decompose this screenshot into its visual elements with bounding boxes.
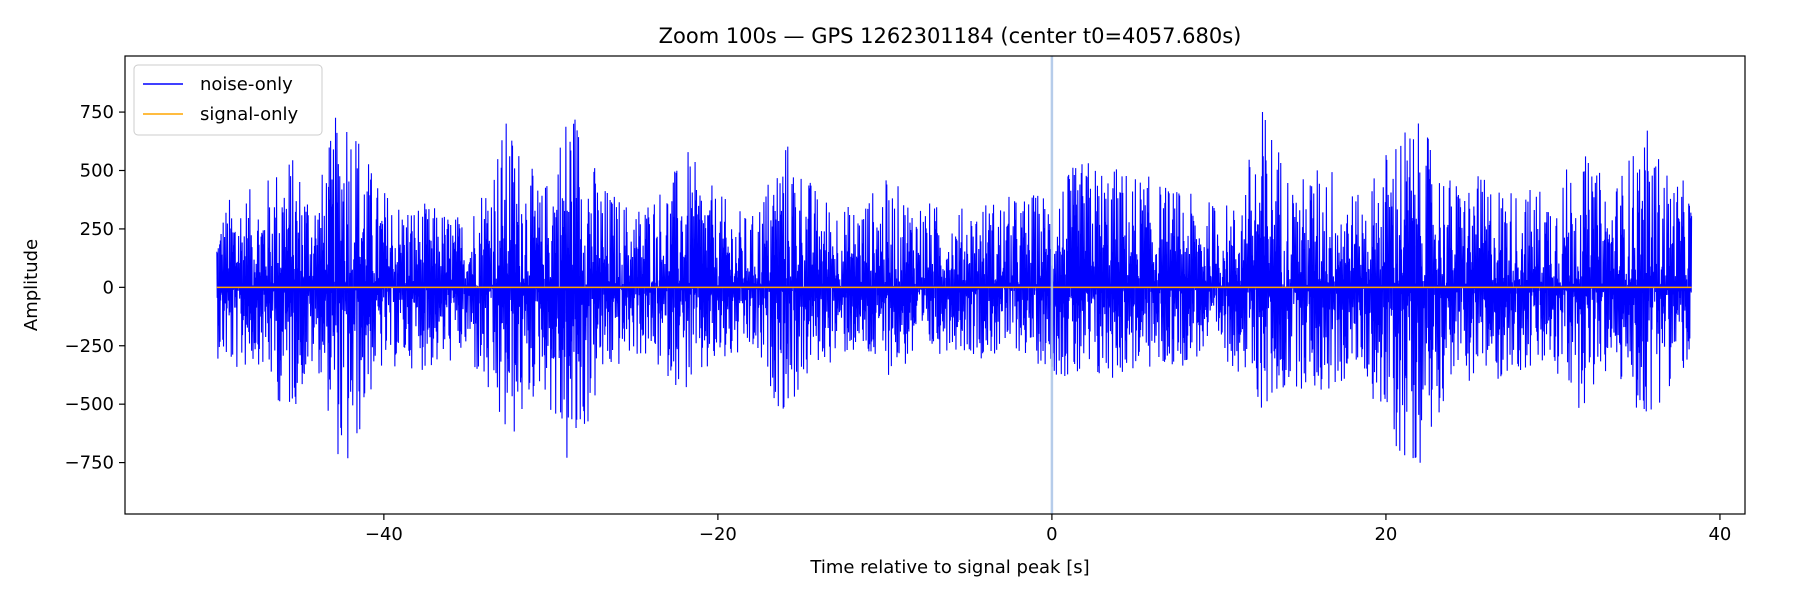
x-tick-label: 0 [1046,524,1057,545]
x-axis-label: Time relative to signal peak [s] [809,557,1089,578]
y-tick-label: −500 [65,394,114,415]
y-tick-label: −250 [65,336,114,357]
chart-title: Zoom 100s — GPS 1262301184 (center t0=40… [659,24,1242,48]
x-tick-label: 40 [1708,524,1731,545]
y-tick-label: 750 [80,102,114,123]
x-tick-label: 20 [1374,524,1397,545]
y-tick-label: 0 [103,277,114,298]
y-tick-label: 500 [80,161,114,182]
legend-label-signal-only: signal-only [200,104,298,125]
y-tick-label: −750 [65,453,114,474]
y-axis-label: Amplitude [21,239,42,331]
x-tick-label: −20 [699,524,737,545]
plot-area [216,56,1693,514]
legend-box [133,64,323,136]
x-tick-label: −40 [365,524,403,545]
axes-frame [124,55,1746,515]
legend-label-noise-only: noise-only [200,74,293,95]
y-axis-ticks: 750 500 250 0 −250 −500 −750 [65,102,125,474]
y-tick-label: 250 [80,219,114,240]
legend: noise-only signal-only [133,64,323,136]
x-axis-ticks: −40 −20 0 20 40 [365,514,1731,545]
